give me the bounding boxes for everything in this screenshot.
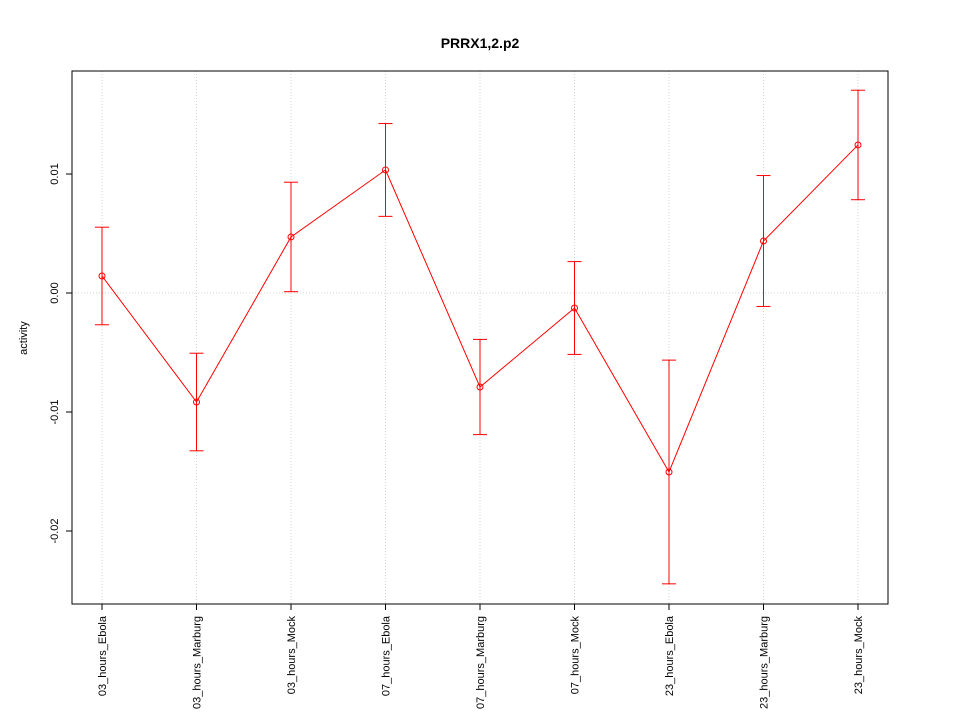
x-tick-label: 07_hours_Ebola bbox=[381, 615, 393, 696]
error-bar bbox=[378, 123, 393, 217]
error-bar bbox=[567, 261, 582, 355]
point bbox=[476, 383, 484, 391]
x-tick-label: 23_hours_Mock bbox=[853, 616, 865, 695]
y-tick-label: 0.00 bbox=[49, 282, 61, 303]
point bbox=[665, 468, 673, 476]
x-tick-label: 07_hours_Marburg bbox=[475, 616, 487, 709]
point bbox=[382, 166, 389, 174]
y-tick-label: -0.02 bbox=[49, 518, 61, 543]
x-tick-label: 23_hours_Marburg bbox=[759, 616, 771, 709]
x-tick-label: 03_hours_Mock bbox=[286, 616, 298, 695]
point bbox=[760, 237, 767, 245]
point bbox=[571, 304, 578, 312]
error-bar bbox=[284, 181, 298, 293]
y-tick-label: -0.01 bbox=[49, 399, 61, 424]
x-tick-label: 07_hours_Mock bbox=[570, 616, 582, 695]
error-bar bbox=[95, 226, 109, 326]
x-tick-label: 03_hours_Marburg bbox=[192, 616, 204, 709]
x-tick-label: 23_hours_Ebola bbox=[664, 615, 676, 696]
chart-title: PRRX1,2.p2 bbox=[441, 35, 520, 51]
x-tick-label: 03_hours_Ebola bbox=[97, 615, 109, 696]
error-bar bbox=[851, 89, 865, 201]
y-axis-label: activity bbox=[18, 321, 30, 355]
y-tick-label: 0.01 bbox=[49, 163, 61, 184]
point bbox=[854, 141, 862, 149]
point bbox=[287, 233, 295, 241]
error-bar bbox=[189, 352, 204, 452]
error-bar bbox=[756, 175, 771, 307]
error-bar bbox=[662, 359, 676, 585]
point bbox=[98, 272, 106, 280]
error-bar bbox=[473, 338, 487, 436]
point bbox=[193, 398, 200, 406]
